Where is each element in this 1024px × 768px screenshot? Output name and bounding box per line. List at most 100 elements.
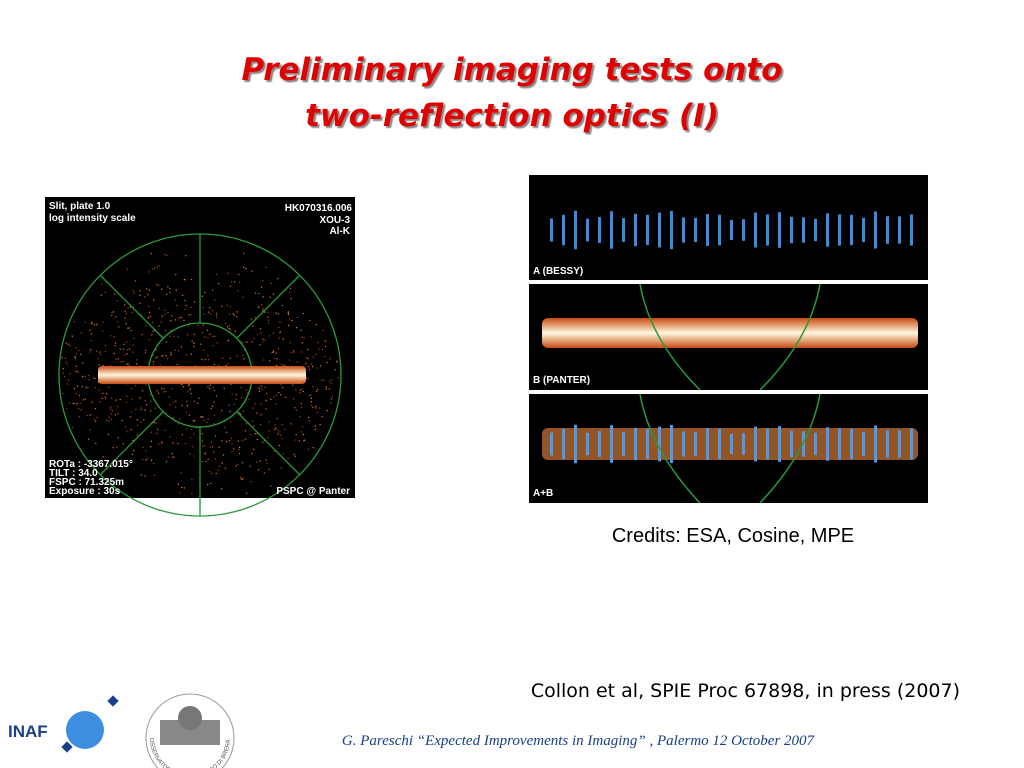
noise-dot <box>323 355 326 358</box>
noise-dot <box>330 382 332 385</box>
noise-dot <box>81 375 84 378</box>
noise-dot <box>236 355 238 357</box>
noise-dot <box>200 416 202 418</box>
noise-dot <box>207 336 209 339</box>
noise-dot <box>144 351 146 354</box>
spectral-line <box>670 424 673 464</box>
noise-dot <box>170 351 172 354</box>
noise-dot <box>213 299 216 301</box>
noise-dot <box>111 311 113 314</box>
spectral-line <box>610 425 613 463</box>
citation: Collon et al, SPIE Proc 67898, in press … <box>531 680 960 702</box>
noise-dot <box>165 254 168 257</box>
noise-dot <box>276 394 278 396</box>
noise-dot <box>290 298 292 300</box>
noise-dot <box>96 323 98 325</box>
noise-dot <box>242 342 244 344</box>
noise-dot <box>90 349 92 351</box>
noise-dot <box>165 341 168 343</box>
noise-dot <box>91 401 93 403</box>
noise-dot <box>331 379 333 381</box>
noise-dot <box>184 255 187 257</box>
noise-dot <box>167 456 169 458</box>
noise-dot <box>85 385 87 388</box>
noise-dot <box>295 434 297 436</box>
noise-dot <box>299 415 301 418</box>
noise-dot <box>206 329 209 332</box>
noise-dot <box>171 315 173 317</box>
noise-dot <box>125 323 127 325</box>
noise-dot <box>112 477 115 479</box>
noise-dot <box>192 420 195 422</box>
noise-dot <box>213 401 215 403</box>
noise-dot <box>228 328 230 330</box>
noise-dot <box>300 402 302 405</box>
noise-dot <box>116 321 119 323</box>
spectral-line <box>838 428 841 460</box>
noise-dot <box>321 416 323 418</box>
noise-dot <box>99 401 101 403</box>
noise-dot <box>114 344 116 347</box>
noise-dot <box>136 424 139 426</box>
noise-dot <box>277 313 279 315</box>
noise-dot <box>252 361 254 363</box>
noise-dot <box>104 350 107 353</box>
noise-dot <box>282 338 284 341</box>
noise-dot <box>207 458 209 461</box>
image-label: ROTa : -3367.015° <box>49 459 133 470</box>
noise-dot <box>293 453 295 456</box>
spectral-line <box>862 217 865 243</box>
noise-dot <box>280 434 282 437</box>
noise-dot <box>144 400 147 402</box>
noise-dot <box>189 436 192 439</box>
noise-dot <box>128 348 131 350</box>
noise-dot <box>325 386 327 388</box>
observatory-logo: OSSERVATORIO ASTRONOMICO DI BRERA <box>145 693 235 768</box>
noise-dot <box>268 360 271 362</box>
noise-dot <box>237 290 239 292</box>
noise-dot <box>280 467 283 469</box>
noise-dot <box>162 354 164 357</box>
noise-dot <box>165 293 168 295</box>
noise-dot <box>272 332 275 335</box>
noise-dot <box>303 439 306 441</box>
noise-dot <box>243 477 245 480</box>
noise-dot <box>331 395 333 398</box>
noise-dot <box>141 390 144 392</box>
noise-dot <box>282 453 284 455</box>
noise-dot <box>295 326 298 329</box>
noise-dot <box>282 337 285 340</box>
noise-dot <box>245 267 247 270</box>
noise-dot <box>260 414 262 416</box>
noise-dot <box>287 457 289 460</box>
noise-dot <box>181 316 183 318</box>
noise-dot <box>215 395 218 397</box>
noise-dot <box>72 402 74 405</box>
noise-dot <box>220 488 223 490</box>
noise-dot <box>215 314 218 316</box>
spectral-line <box>790 430 793 458</box>
noise-dot <box>140 407 142 409</box>
spectral-line <box>718 214 721 246</box>
noise-dot <box>209 384 212 386</box>
noise-dot <box>115 399 117 401</box>
noise-dot <box>66 363 69 365</box>
noise-dot <box>268 430 270 432</box>
noise-dot <box>322 329 325 331</box>
noise-dot <box>261 388 263 391</box>
noise-dot <box>279 431 281 433</box>
noise-dot <box>110 413 113 415</box>
noise-dot <box>209 333 211 335</box>
noise-dot <box>75 353 78 355</box>
noise-dot <box>90 322 93 325</box>
noise-dot <box>257 305 259 308</box>
noise-dot <box>77 349 80 352</box>
noise-dot <box>185 400 188 402</box>
noise-dot <box>264 339 266 341</box>
noise-dot <box>228 440 231 442</box>
noise-dot <box>290 423 292 425</box>
noise-dot <box>325 388 327 391</box>
spectral-line <box>622 432 625 456</box>
noise-dot <box>230 437 233 440</box>
noise-dot <box>193 400 196 402</box>
